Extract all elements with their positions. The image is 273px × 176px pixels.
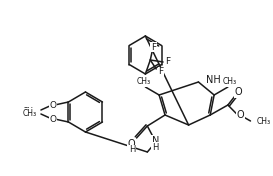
Text: O: O bbox=[49, 115, 56, 124]
Text: CH₃: CH₃ bbox=[23, 108, 37, 118]
Text: O: O bbox=[235, 87, 242, 97]
Text: F: F bbox=[165, 58, 171, 67]
Text: H: H bbox=[152, 143, 158, 152]
Text: H: H bbox=[129, 146, 136, 155]
Text: O: O bbox=[49, 100, 56, 109]
Text: F: F bbox=[159, 68, 164, 77]
Text: O: O bbox=[128, 139, 135, 149]
Text: CH₃: CH₃ bbox=[256, 118, 271, 127]
Text: CH₃: CH₃ bbox=[23, 106, 37, 115]
Text: N: N bbox=[152, 136, 159, 146]
Text: NH: NH bbox=[206, 75, 221, 85]
Text: CH₃: CH₃ bbox=[136, 77, 150, 86]
Text: CH₃: CH₃ bbox=[223, 77, 237, 86]
Text: F: F bbox=[151, 42, 156, 52]
Text: O: O bbox=[237, 110, 245, 120]
